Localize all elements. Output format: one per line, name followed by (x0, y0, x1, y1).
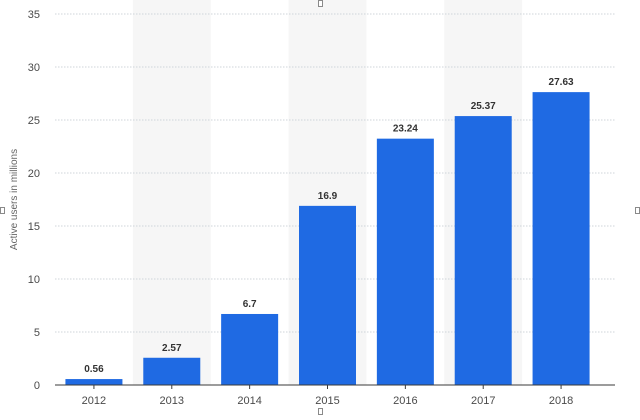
y-tick-label: 0 (34, 380, 40, 392)
x-tick-label: 2015 (315, 395, 339, 407)
y-tick-label: 30 (28, 62, 40, 74)
x-tick-label: 2017 (471, 395, 495, 407)
data-labels: 0.56 2.57 6.7 16.9 23.24 25.37 27.63 (84, 77, 574, 375)
bar (65, 379, 123, 385)
resize-handle-right[interactable] (635, 207, 640, 214)
resize-handle-left[interactable] (0, 207, 5, 214)
x-axis-ticks: 2012 2013 2014 2015 2016 2017 2018 (82, 385, 573, 407)
data-label: 16.9 (318, 191, 338, 202)
bar (143, 357, 201, 385)
data-label: 2.57 (162, 343, 182, 354)
y-tick-label: 5 (34, 327, 40, 339)
y-tick-label: 25 (28, 115, 40, 127)
bars (65, 92, 590, 385)
data-label: 0.56 (84, 364, 104, 375)
data-label: 27.63 (549, 77, 574, 88)
x-tick-label: 2014 (237, 395, 261, 407)
bar (221, 313, 279, 385)
bar (454, 116, 512, 385)
x-tick-label: 2012 (82, 395, 106, 407)
bar (299, 205, 356, 385)
y-tick-label: 15 (28, 221, 40, 233)
y-axis-title: Active users in millions (9, 149, 20, 250)
data-label: 23.24 (393, 124, 418, 135)
y-tick-label: 35 (28, 9, 40, 21)
category-band (132, 0, 211, 385)
resize-handle-bottom[interactable] (318, 408, 323, 415)
resize-handle-top[interactable] (318, 0, 323, 7)
data-label: 6.7 (243, 299, 257, 310)
x-tick-label: 2018 (549, 395, 573, 407)
y-axis-ticks: 0 5 10 15 20 25 30 35 (28, 9, 40, 392)
data-label: 25.37 (471, 101, 496, 112)
y-tick-label: 10 (28, 274, 40, 286)
x-tick-label: 2013 (160, 395, 184, 407)
x-tick-label: 2016 (393, 395, 417, 407)
bar (376, 138, 434, 385)
y-tick-label: 20 (28, 168, 40, 180)
bar (532, 92, 590, 385)
